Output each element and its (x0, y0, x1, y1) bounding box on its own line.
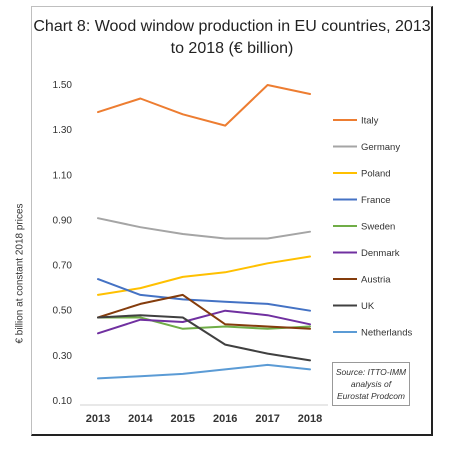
y-tick-label: 1.50 (53, 80, 73, 91)
legend-label-austria: Austria (361, 275, 391, 286)
x-tick-label: 2018 (298, 413, 322, 425)
chart-frame (31, 6, 433, 436)
x-tick-label: 2013 (86, 413, 110, 425)
x-tick-label: 2014 (128, 413, 153, 425)
legend-label-germany: Germany (361, 142, 400, 153)
series-line-poland (97, 255, 311, 296)
y-tick-label: 0.50 (53, 306, 73, 317)
legend-label-poland: Poland (361, 169, 391, 180)
series-line-germany (97, 217, 311, 240)
legend-label-france: France (361, 195, 391, 206)
x-tick-label: 2015 (171, 413, 195, 425)
legend-label-netherlands: Netherlands (361, 328, 412, 339)
series-line-austria (97, 293, 311, 330)
series-line-sweden (97, 316, 311, 330)
y-tick-label: 1.10 (53, 170, 73, 181)
legend-label-denmark: Denmark (361, 248, 400, 259)
x-tick-label: 2016 (213, 413, 237, 425)
chart-title: Chart 8: Wood window production in EU co… (33, 18, 431, 57)
legend-label-sweden: Sweden (361, 222, 395, 233)
legend-label-uk: UK (361, 301, 375, 312)
series-line-denmark (97, 309, 311, 335)
y-tick-label: 0.70 (53, 261, 73, 272)
series-line-uk (97, 314, 311, 362)
legend-label-italy: Italy (361, 116, 379, 127)
y-tick-label: 1.30 (53, 125, 73, 136)
series-line-italy (97, 84, 311, 127)
series-line-netherlands (97, 363, 311, 380)
x-tick-label: 2017 (255, 413, 279, 425)
source-note: Source: ITTO-IMM analysis of Eurostat Pr… (332, 362, 410, 406)
y-tick-label: 0.30 (53, 351, 73, 362)
y-tick-label: 0.10 (53, 396, 73, 407)
y-tick-label: 0.90 (53, 215, 73, 226)
series-line-france (97, 278, 311, 312)
